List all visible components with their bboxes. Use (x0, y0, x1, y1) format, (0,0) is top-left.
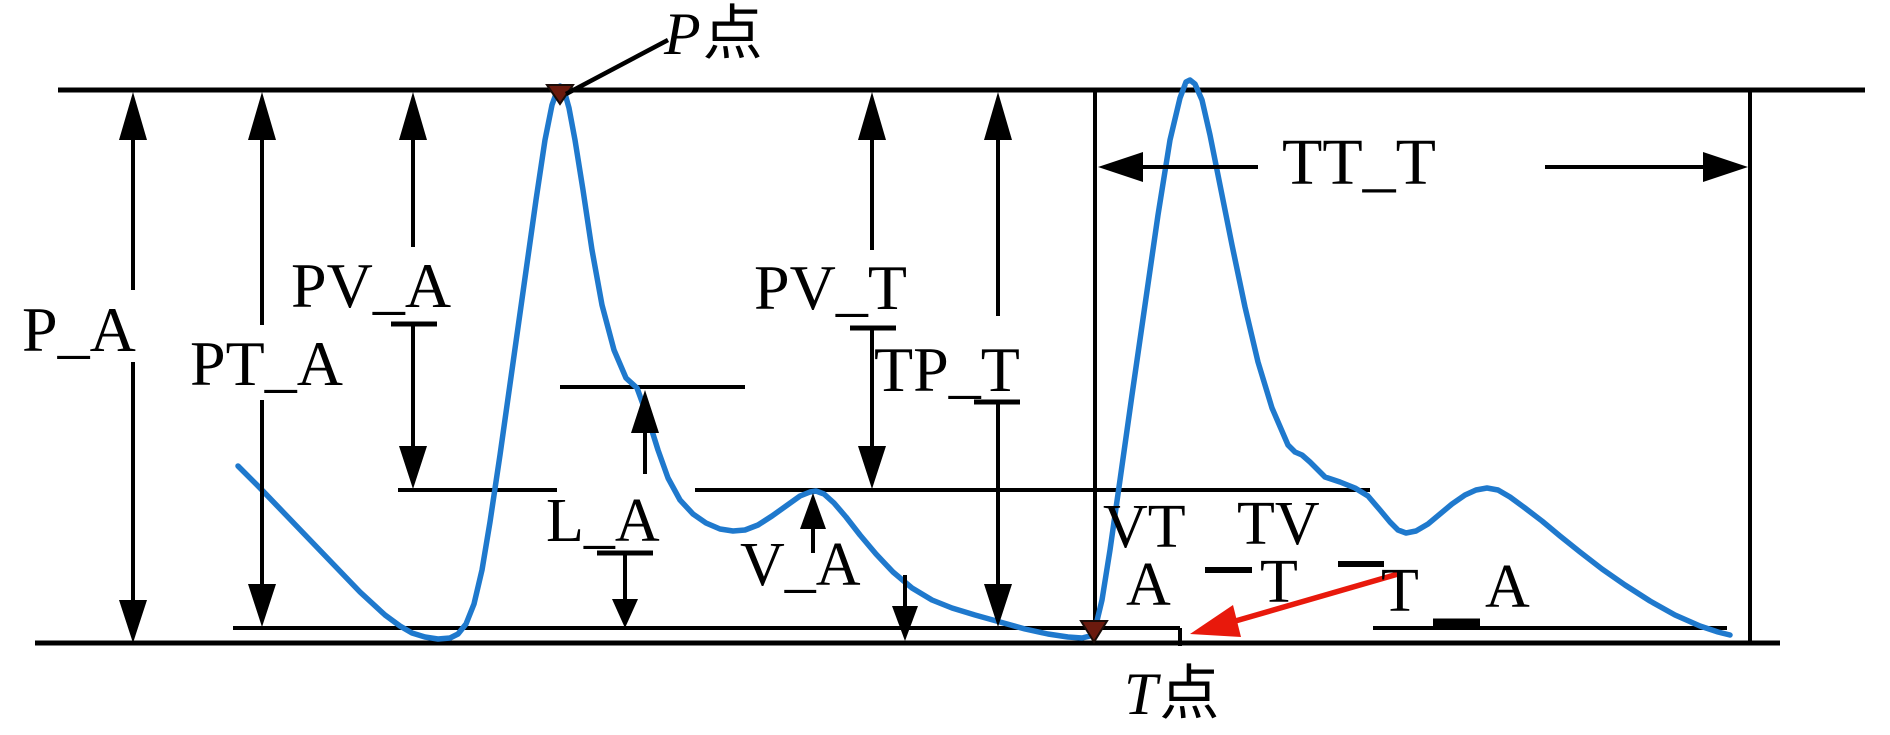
arrowhead-up-icon (631, 390, 659, 433)
label-L_A: L_A (546, 487, 660, 555)
dimension-L_A (597, 390, 659, 628)
label-V_A: V_A (740, 531, 861, 599)
t-point-hanzi: 点 (1159, 661, 1220, 727)
t-point-red-arrow (1190, 571, 1399, 637)
arrowhead-up-icon (119, 92, 147, 140)
t-point-letter: T (1124, 661, 1158, 727)
label-PT_A: PT_A (190, 328, 343, 399)
arrowhead-up-icon (984, 92, 1012, 140)
p-point-hanzi: 点 (702, 1, 763, 67)
arrowhead-down-icon (892, 606, 918, 641)
dimension-TT_T (1098, 152, 1748, 182)
label-fragment-A1: A (1126, 551, 1171, 619)
arrowhead-up-icon (248, 92, 276, 140)
label-fragment-A2: A (1485, 553, 1530, 621)
red-arrowhead-icon (1190, 605, 1241, 637)
label-TP_T: TP_T (874, 334, 1020, 405)
label-fragment-VT: VT (1103, 493, 1186, 561)
p-point-letter: P (664, 1, 701, 67)
dimension-PV_T (850, 92, 896, 489)
red-arrow-shaft (1224, 571, 1399, 627)
arrowhead-down-icon (119, 600, 147, 643)
arrowhead-down-icon (984, 584, 1012, 627)
label-fragment-TV: TV (1237, 490, 1320, 558)
p-point-leader-line (564, 38, 670, 96)
label-P-point: P点 (664, 4, 763, 64)
label-fragment-T1: T (1260, 548, 1298, 616)
dimension-PV_A (391, 92, 437, 489)
t-point-marker-icon (1079, 620, 1109, 644)
arrowhead-right-icon (1703, 152, 1748, 182)
dimension-V_A (800, 493, 918, 641)
label-PV_T: PV_T (754, 252, 907, 323)
arrowhead-down-icon (399, 446, 427, 489)
label-TT_T: TT_T (1282, 126, 1436, 199)
label-PV_A: PV_A (291, 250, 452, 321)
arrowhead-up-icon (800, 493, 826, 529)
pulse-waveform-curve (235, 77, 1733, 642)
label-P_A: P_A (22, 294, 136, 365)
label-fragment-T2: T (1381, 557, 1419, 625)
arrowhead-up-icon (399, 92, 427, 140)
dimension-PT_A (248, 92, 276, 627)
arrowhead-down-icon (612, 599, 638, 628)
arrowhead-down-icon (248, 584, 276, 627)
dimension-TP_T (974, 92, 1020, 627)
arrowhead-left-icon (1098, 152, 1143, 182)
dimension-P_A (119, 92, 147, 643)
arrowhead-up-icon (858, 92, 886, 140)
label-T-point: T点 (1124, 664, 1219, 724)
arrowhead-down-icon (858, 446, 886, 489)
